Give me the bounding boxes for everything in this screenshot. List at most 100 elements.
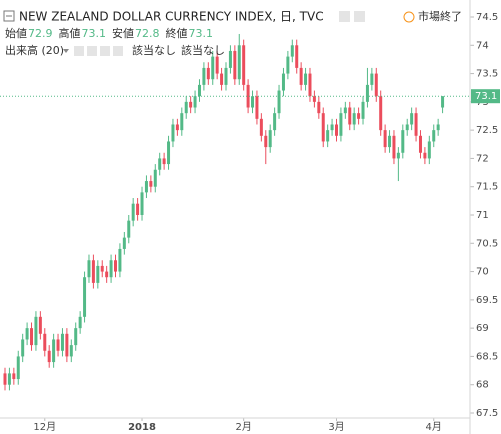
candle-body (131, 203, 135, 221)
candle-body (427, 141, 431, 159)
candle-body (38, 316, 42, 334)
candle-body (365, 84, 369, 102)
market-status-icon (403, 11, 415, 23)
chart-title: NEW ZEALAND DOLLAR CURRENCY INDEX, 日, TV… (19, 10, 324, 24)
volume-icon[interactable] (87, 46, 97, 56)
y-tick-label: 71 (476, 210, 489, 221)
candle-body (264, 135, 268, 148)
volume-icon[interactable] (100, 46, 110, 56)
candle-body (361, 101, 365, 119)
ohlc-legend: 始値 72.9 高値 73.1 安値 72.8 終値 73.1 (5, 26, 213, 40)
volume-value: 該当なし (132, 43, 176, 57)
ohlc-label: 始値 (5, 26, 27, 40)
candle-body (83, 277, 87, 317)
ohlc-value: 72.9 (28, 27, 53, 40)
candle-body (379, 96, 383, 131)
candle-body (136, 203, 140, 215)
candle-body (78, 316, 82, 329)
plot-area: 67.56868.56969.57070.57171.57272.57373.5… (0, 12, 500, 433)
candle-body (175, 124, 179, 131)
candle-body (21, 339, 25, 357)
y-tick-label: 70.5 (476, 238, 498, 249)
candle-body (251, 96, 255, 108)
last-price-label: 73.1 (475, 91, 497, 102)
candle-body (277, 90, 281, 114)
candle-body (149, 181, 153, 187)
volume-label: 出来高 (20) (5, 43, 64, 57)
candle-body (69, 345, 73, 357)
candle-body (7, 373, 11, 385)
candle-body (224, 67, 228, 85)
candle-body (100, 265, 104, 272)
ohlc-value: 72.8 (135, 27, 160, 40)
y-tick-label: 69.5 (476, 295, 498, 306)
candle-body (114, 260, 117, 272)
y-tick-label: 68 (476, 380, 489, 391)
candle-body (273, 113, 277, 131)
y-tick-label: 71.5 (476, 182, 498, 193)
y-tick-label: 69 (476, 323, 489, 334)
y-tick-label: 72 (476, 153, 489, 164)
candle-body (255, 96, 259, 119)
volume-dropdown[interactable] (63, 49, 69, 53)
y-tick-label: 68.5 (476, 351, 498, 362)
candle-body (206, 67, 210, 80)
candle-body (60, 333, 64, 351)
volume-value: 該当なし (181, 43, 225, 57)
candle-body (127, 220, 131, 238)
y-tick-label: 72.5 (476, 125, 498, 136)
settings-icon[interactable] (339, 11, 350, 22)
candle-body (153, 169, 157, 187)
candle-body (308, 73, 312, 97)
candle-body (162, 158, 166, 165)
candle-body (281, 73, 285, 91)
collapse-icon[interactable] (3, 10, 15, 22)
candle-body (295, 45, 299, 68)
candle-body (167, 141, 171, 165)
header: NEW ZEALAND DOLLAR CURRENCY INDEX, 日, TV… (3, 9, 462, 57)
candle-body (12, 373, 16, 380)
candle-body (326, 130, 330, 142)
candle-body (396, 152, 400, 159)
candle-body (441, 96, 445, 108)
x-tick-label: 12月 (33, 421, 56, 433)
candle-body (43, 333, 47, 351)
candle-body (52, 339, 56, 363)
ohlc-value: 73.1 (189, 27, 214, 40)
candle-body (321, 113, 325, 142)
x-tick-label: 2018 (128, 422, 156, 433)
volume-icon[interactable] (113, 46, 123, 56)
candle-body (109, 260, 113, 278)
last-price-box (471, 89, 500, 104)
candle-body (25, 328, 29, 340)
ohlc-label: 終値 (166, 26, 188, 40)
candle-body (184, 101, 188, 114)
ohlc-label: 安値 (112, 26, 134, 40)
candle-body (414, 113, 418, 136)
candle-body (140, 192, 144, 215)
candle-body (339, 113, 343, 136)
candle-body (193, 96, 197, 108)
candle-body (180, 113, 184, 131)
candle-body (304, 73, 308, 85)
candle-body (65, 333, 69, 357)
volume-icon[interactable] (74, 46, 84, 56)
candle-body (16, 356, 20, 380)
candle-body (202, 67, 206, 85)
candle-body (220, 73, 224, 85)
candle-body (237, 45, 241, 80)
ohlc-value: 73.1 (82, 27, 107, 40)
x-tick-label: 4月 (426, 421, 442, 433)
candle-body (317, 101, 321, 114)
y-tick-label: 74.5 (476, 12, 498, 23)
ohlc-label: 高値 (59, 26, 81, 40)
candle-body (330, 124, 334, 131)
candle-body (436, 124, 440, 131)
candle-body (197, 84, 201, 97)
candle-body (246, 84, 250, 108)
candle-body (91, 260, 95, 283)
hide-icon[interactable] (354, 11, 365, 22)
y-tick-label: 73.5 (476, 69, 498, 80)
candle-body (3, 373, 7, 385)
